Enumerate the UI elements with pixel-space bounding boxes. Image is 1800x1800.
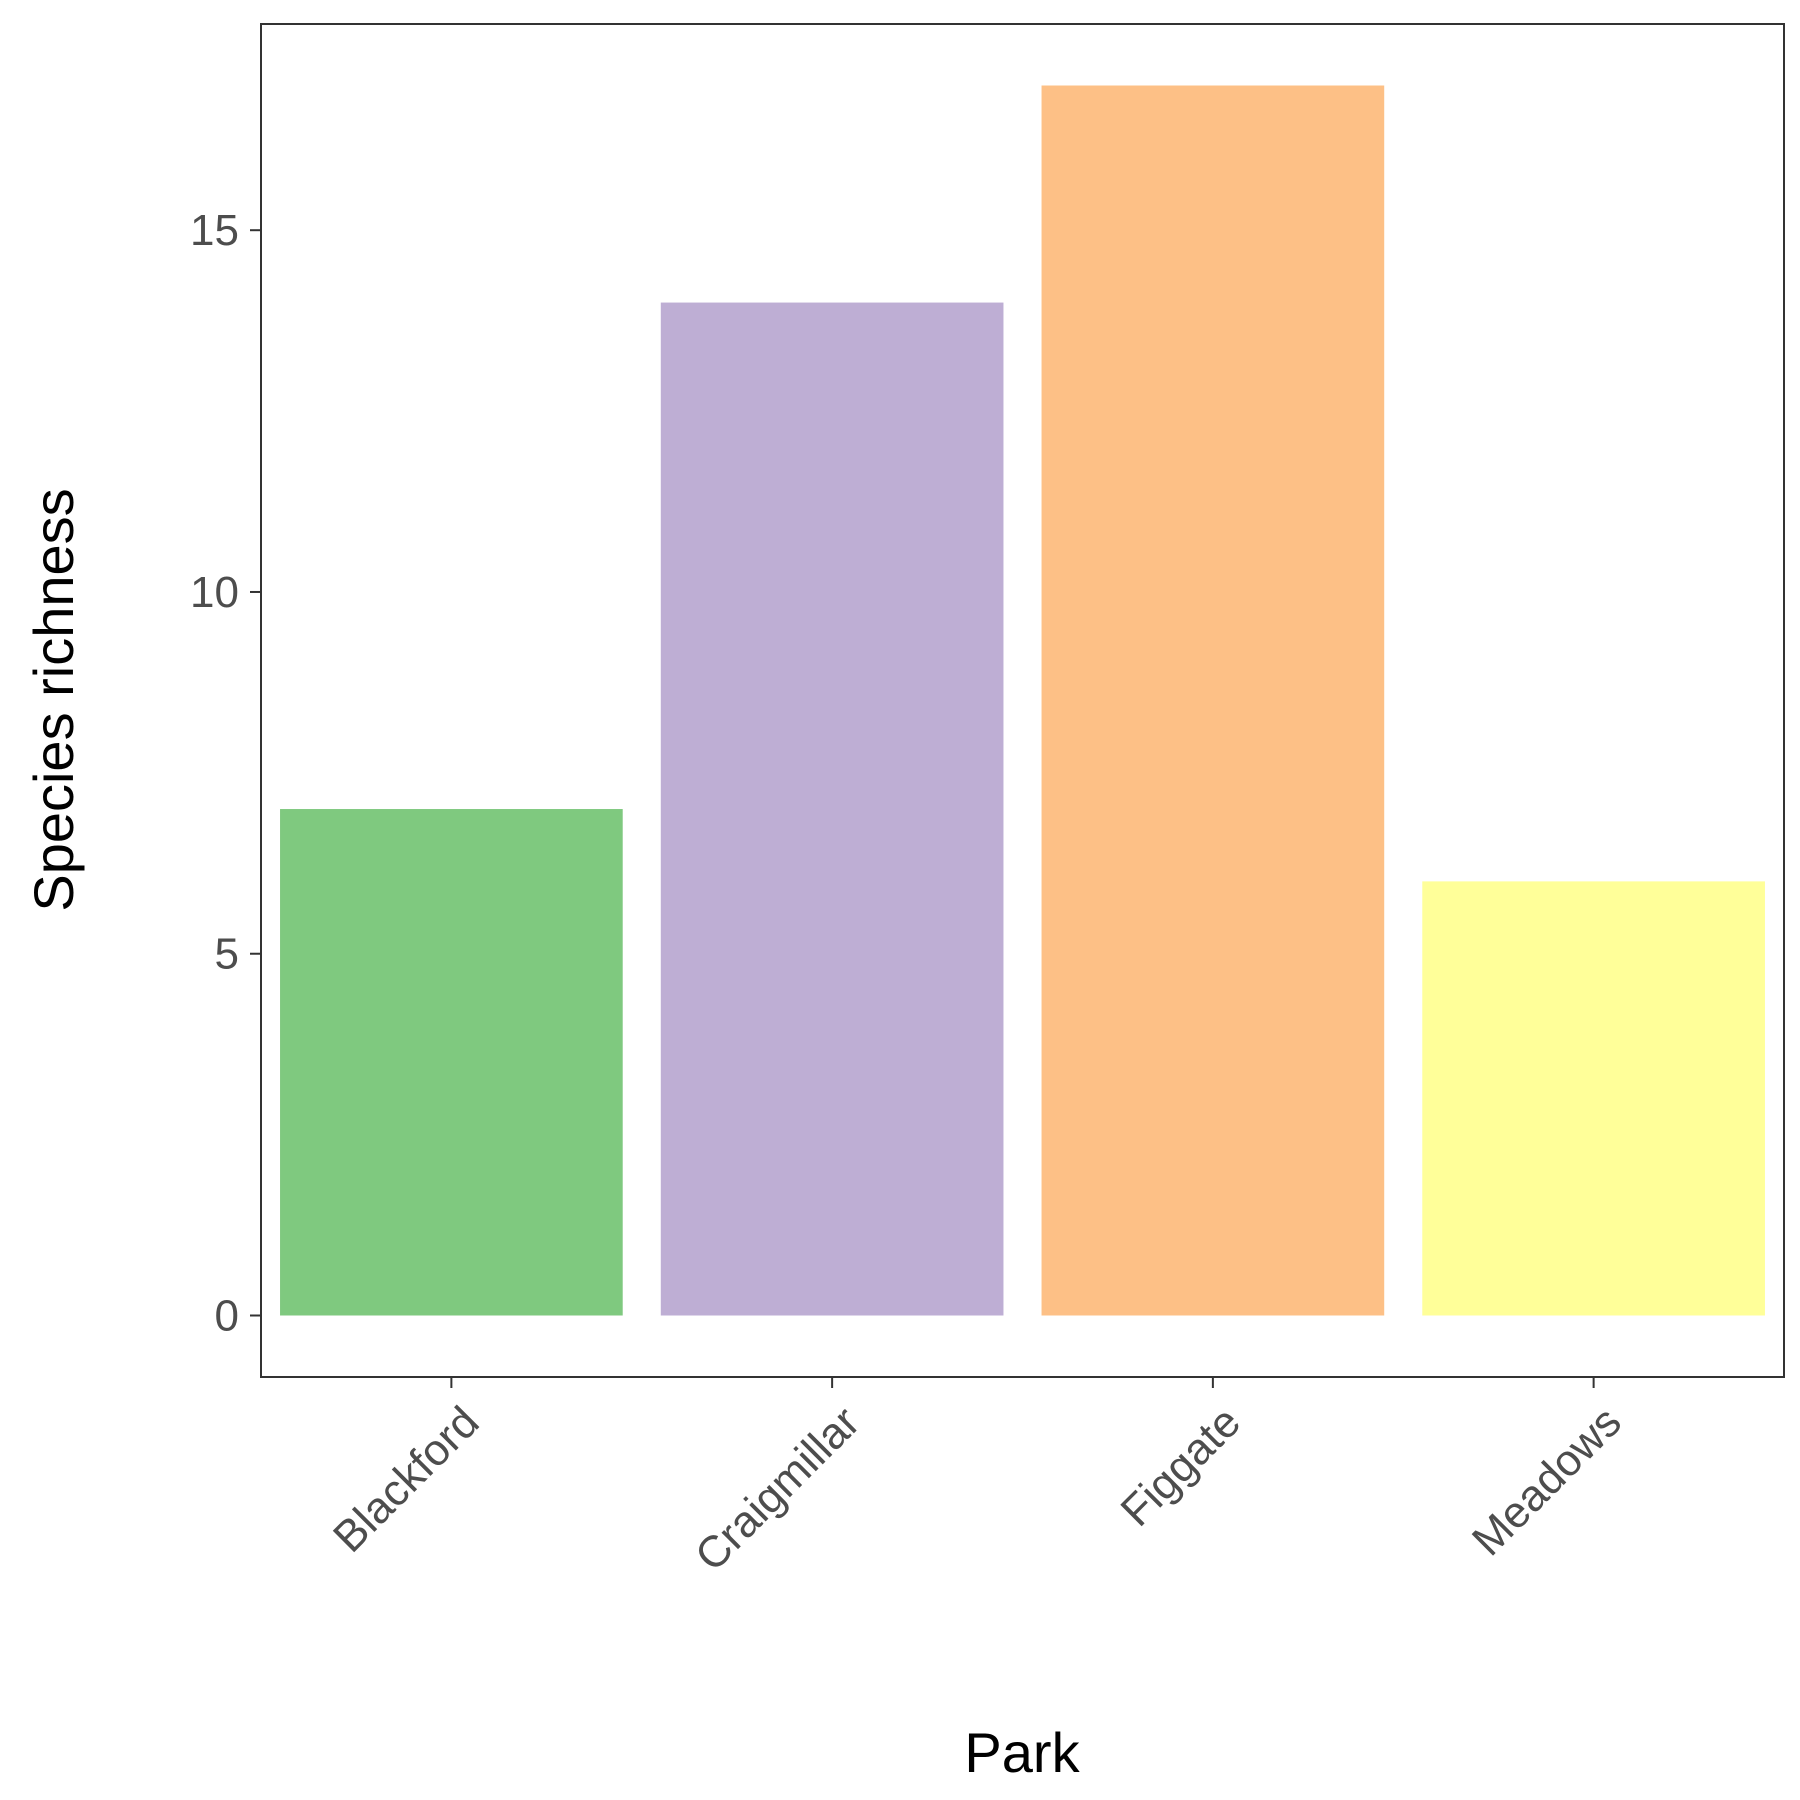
- y-tick-label-10: 10: [190, 568, 239, 617]
- bar-figgate: [1041, 85, 1385, 1316]
- bar-blackford: [280, 809, 623, 1316]
- bar-meadows: [1422, 881, 1765, 1316]
- x-tick-label-figgate: Figgate: [1112, 1397, 1250, 1535]
- bars-group: [280, 85, 1765, 1316]
- x-axis: Blackford Craigmillar Figgate Meadows: [324, 1377, 1631, 1581]
- y-axis-title: Species richness: [22, 488, 85, 911]
- x-tick-label-craigmillar: Craigmillar: [686, 1397, 869, 1580]
- y-tick-label-0: 0: [215, 1292, 239, 1341]
- x-tick-label-blackford: Blackford: [324, 1397, 488, 1561]
- plot-panel-border: [260, 23, 1785, 1378]
- x-axis-title: Park: [964, 1721, 1080, 1784]
- y-tick-label-15: 15: [190, 206, 239, 255]
- x-tick-label-meadows: Meadows: [1463, 1397, 1631, 1565]
- bar-craigmillar: [660, 302, 1004, 1316]
- y-tick-label-5: 5: [215, 930, 239, 979]
- y-axis: 0 5 10 15: [190, 206, 261, 1341]
